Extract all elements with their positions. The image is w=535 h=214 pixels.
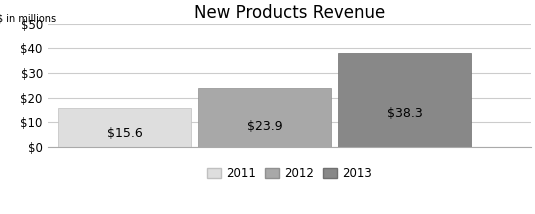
Text: $15.6: $15.6: [107, 127, 143, 140]
Bar: [338, 53, 471, 147]
Title: New Products Revenue: New Products Revenue: [194, 4, 385, 22]
Legend: 2011, 2012, 2013: 2011, 2012, 2013: [202, 163, 377, 185]
Text: $38.3: $38.3: [387, 107, 423, 120]
Text: $ in millions: $ in millions: [0, 14, 56, 24]
Bar: [198, 88, 331, 147]
Text: $23.9: $23.9: [247, 120, 282, 133]
Bar: [58, 108, 191, 147]
